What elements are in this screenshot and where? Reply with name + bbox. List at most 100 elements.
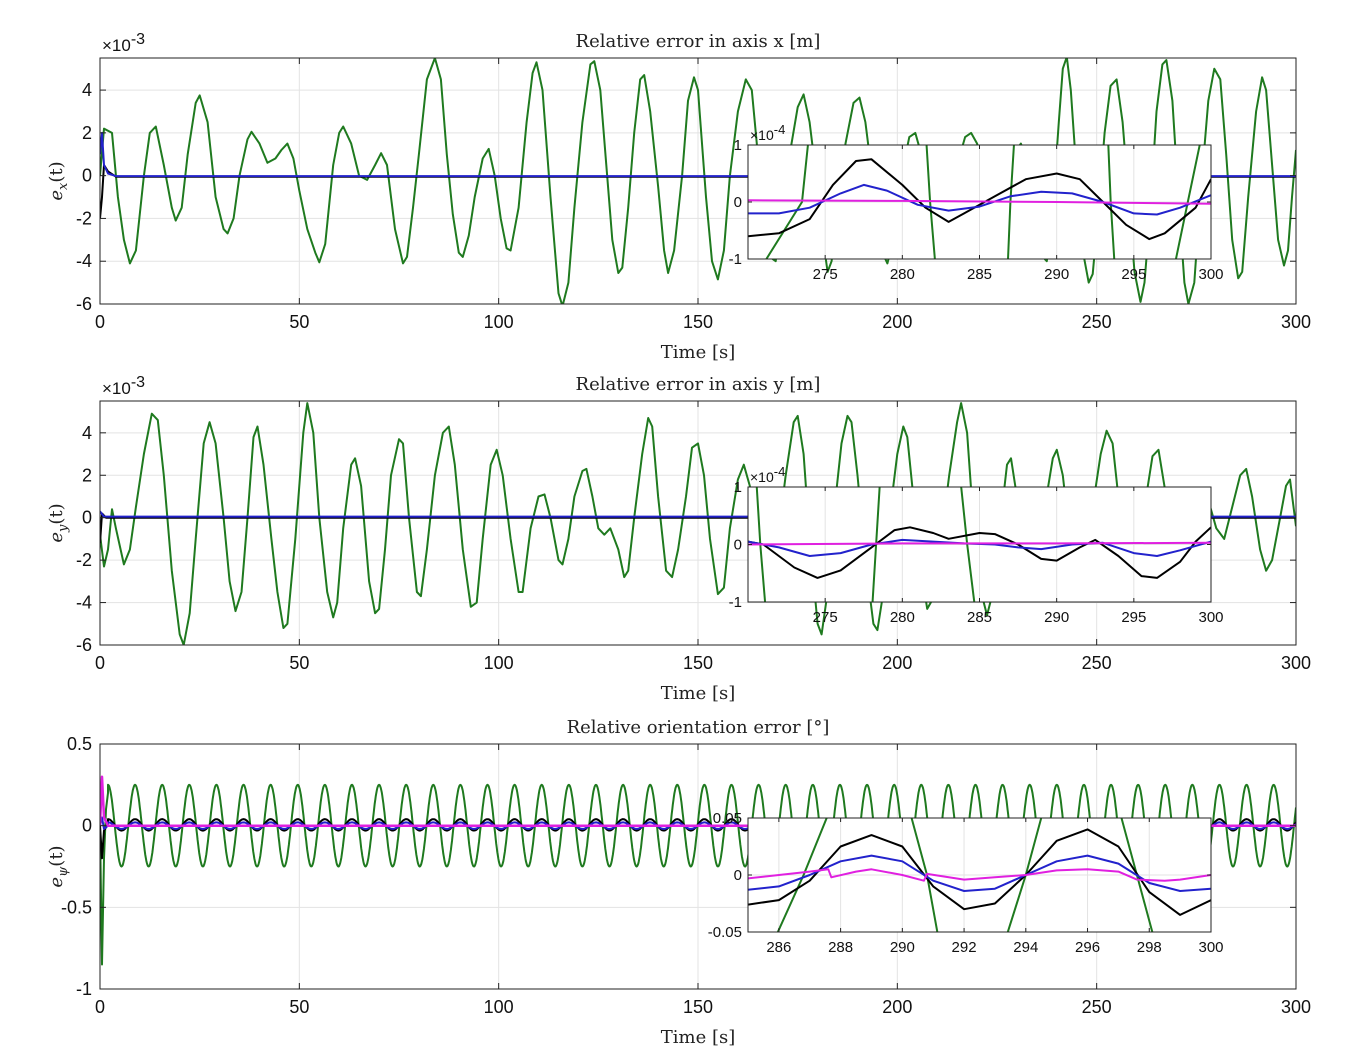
exponent-power: -4 <box>774 464 786 479</box>
x-tick-label: 285 <box>967 266 992 283</box>
y-label-tail: (t) <box>46 503 67 524</box>
chart-title: Relative error in axis x [m] <box>576 31 821 52</box>
x-axis-label: Time [s] <box>661 1027 736 1048</box>
x-tick-label: 300 <box>1281 653 1311 673</box>
y-label-main: e <box>46 190 67 201</box>
x-tick-label: 292 <box>952 939 977 956</box>
y-tick-label: 4 <box>82 423 92 443</box>
y-axis-label: eψ(t) <box>46 845 71 887</box>
x-tick-label: 50 <box>289 997 309 1017</box>
y-label-subscript: ψ <box>56 866 71 877</box>
axis-exponent: ×10-4 <box>750 122 785 143</box>
y-tick-label: 4 <box>82 80 92 100</box>
exponent-power: -4 <box>774 122 786 137</box>
x-tick-label: 280 <box>890 266 915 283</box>
series-magenta-line <box>748 868 1211 882</box>
y-tick-label: 1 <box>734 137 742 154</box>
y-tick-label: 2 <box>82 123 92 143</box>
series-green-line <box>765 145 809 259</box>
plot-area <box>748 487 1211 602</box>
y-axis-label: ex(t) <box>46 161 71 200</box>
y-tick-label: -6 <box>76 635 92 655</box>
y-tick-label: -0.05 <box>708 924 742 941</box>
y-label-subscript: y <box>56 524 71 533</box>
inset-axes: 275 280 285 290 295 300 -1 0 1 ×10-4 <box>729 122 1224 283</box>
x-tick-label: 295 <box>1121 266 1146 283</box>
x-tick-label: 200 <box>882 997 912 1017</box>
x-tick-label: 50 <box>289 653 309 673</box>
series-blue-line <box>748 854 1211 892</box>
y-tick-label: 0 <box>734 194 742 211</box>
x-tick-label: 286 <box>766 939 791 956</box>
series-black-line <box>748 828 1211 916</box>
exponent-power: -3 <box>131 31 145 48</box>
x-tick-label: 288 <box>828 939 853 956</box>
y-tick-label: -1 <box>729 594 742 611</box>
x-tick-label: 0 <box>95 653 105 673</box>
y-tick-label: 0 <box>82 166 92 186</box>
plot-area <box>100 58 1296 304</box>
x-tick-label: 294 <box>1013 939 1038 956</box>
y-tick-label: 0.5 <box>67 734 92 754</box>
series-green-line <box>776 818 828 932</box>
y-tick-label: -2 <box>76 208 92 228</box>
axis-exponent: ×10-4 <box>750 464 785 485</box>
series-magenta-line <box>748 199 1211 205</box>
y-tick-label: -1 <box>76 979 92 999</box>
exponent-base: ×10 <box>102 379 131 398</box>
x-tick-label: 296 <box>1075 939 1100 956</box>
x-tick-label: 100 <box>484 653 514 673</box>
x-tick-label: 150 <box>683 653 713 673</box>
series-green-line <box>100 58 1296 304</box>
y-tick-label: -6 <box>76 294 92 314</box>
x-tick-label: 100 <box>484 312 514 332</box>
x-tick-label: 150 <box>683 997 713 1017</box>
series-blue-line <box>748 183 1211 216</box>
x-tick-label: 50 <box>289 312 309 332</box>
x-tick-label: 290 <box>1044 609 1069 626</box>
x-tick-label: 295 <box>1121 609 1146 626</box>
series-black-line <box>748 158 1211 241</box>
x-tick-label: 298 <box>1137 939 1162 956</box>
y-tick-label: 0 <box>82 508 92 528</box>
y-label-tail: (t) <box>46 161 67 182</box>
y-label-tail: (t) <box>46 845 67 866</box>
x-tick-label: 300 <box>1281 997 1311 1017</box>
y-tick-label: 0 <box>82 816 92 836</box>
y-tick-label: -4 <box>76 593 92 613</box>
x-tick-label: 200 <box>882 653 912 673</box>
y-tick-label: -1 <box>729 251 742 268</box>
y-tick-label: 2 <box>82 465 92 485</box>
x-tick-label: 0 <box>95 997 105 1017</box>
x-tick-label: 290 <box>890 939 915 956</box>
x-tick-label: 280 <box>890 609 915 626</box>
x-tick-label: 200 <box>882 312 912 332</box>
y-tick-label: 0 <box>734 867 742 884</box>
inset-axes: 286 288 290 292 294 296 298 300 -0.05 0 0.05 <box>708 810 1224 956</box>
exponent-base: ×10 <box>750 469 774 485</box>
x-tick-label: 150 <box>683 312 713 332</box>
x-tick-label: 300 <box>1198 266 1223 283</box>
exponent-base: ×10 <box>750 127 774 143</box>
exponent-base: ×10 <box>102 36 131 55</box>
x-tick-label: 290 <box>1044 266 1069 283</box>
y-tick-label: -0.5 <box>61 897 92 917</box>
x-tick-label: 285 <box>967 609 992 626</box>
x-tick-label: 275 <box>813 609 838 626</box>
y-tick-label: -2 <box>76 550 92 570</box>
chart-title: Relative error in axis y [m] <box>576 374 821 395</box>
x-axis-label: Time [s] <box>661 342 736 363</box>
x-axis-label: Time [s] <box>661 683 736 704</box>
y-tick-label: 0 <box>734 537 742 554</box>
x-tick-label: 300 <box>1198 609 1223 626</box>
x-tick-label: 250 <box>1082 312 1112 332</box>
series-black-line <box>748 526 1211 579</box>
x-tick-label: 250 <box>1082 653 1112 673</box>
chart-title: Relative orientation error [°] <box>567 717 830 738</box>
x-tick-label: 300 <box>1198 939 1223 956</box>
series-blue-line <box>748 538 1211 557</box>
y-tick-label: -4 <box>76 251 92 271</box>
y-label-main: e <box>46 532 67 543</box>
